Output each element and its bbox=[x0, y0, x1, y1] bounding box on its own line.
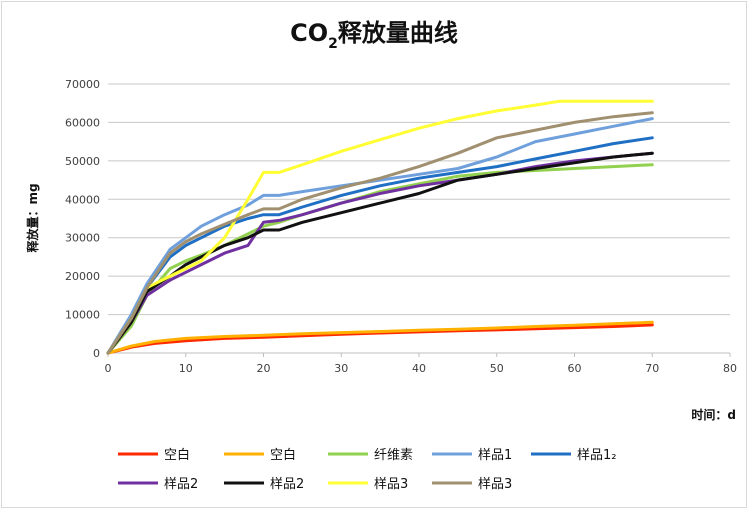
x-tick-label: 70 bbox=[645, 362, 659, 375]
chart-title-subscript: 2 bbox=[328, 36, 338, 52]
y-tick-label: 30000 bbox=[65, 232, 100, 245]
legend-item-4: 样品1 bbox=[432, 448, 512, 463]
legend-label: 样品3 bbox=[478, 477, 512, 492]
x-tick-labels: 0 10 20 30 40 50 60 70 80 bbox=[105, 353, 737, 375]
x-axis-label: 时间：d bbox=[691, 407, 736, 422]
x-tick-label: 30 bbox=[334, 362, 348, 375]
legend-label: 样品2 bbox=[270, 477, 304, 492]
series-line-2 bbox=[106, 320, 654, 355]
legend-item-8: 样品3 bbox=[328, 477, 408, 492]
x-tick-label: 10 bbox=[179, 362, 193, 375]
y-axis-label: 释放量：mg bbox=[25, 183, 40, 252]
legend-item-5: 样品1₂ bbox=[531, 448, 616, 463]
legend-label: 空白 bbox=[270, 447, 296, 463]
y-tick-labels: 0 10000 20000 30000 40000 50000 60000 70000 bbox=[65, 78, 100, 360]
legend-item-6: 样品2 bbox=[118, 477, 198, 492]
series-line-8 bbox=[106, 99, 654, 355]
legend: 空白 空白 纤维素 样品1 样品1₂ 样品2 样品2 样品3 样品3 bbox=[118, 447, 616, 492]
legend-label: 样品3 bbox=[374, 477, 408, 492]
legend-label: 纤维素 bbox=[374, 448, 413, 463]
legend-item-2: 空白 bbox=[224, 447, 296, 463]
series-line-6 bbox=[106, 151, 654, 355]
series-line-4 bbox=[106, 117, 654, 355]
x-tick-label: 80 bbox=[723, 362, 737, 375]
chart-title: CO2释放量曲线 bbox=[290, 19, 458, 52]
series-line-7 bbox=[106, 151, 654, 355]
series-line-5 bbox=[106, 136, 654, 355]
legend-label: 样品2 bbox=[164, 477, 198, 492]
y-tick-label: 40000 bbox=[65, 193, 100, 206]
x-tick-label: 20 bbox=[257, 362, 271, 375]
chart-title-rest: 释放量曲线 bbox=[338, 19, 458, 47]
legend-item-9: 样品3 bbox=[432, 477, 512, 492]
x-tick-label: 40 bbox=[412, 362, 426, 375]
legend-label: 样品1 bbox=[478, 448, 512, 463]
y-tick-label: 0 bbox=[93, 347, 100, 360]
chart-title-main: CO bbox=[290, 19, 328, 47]
y-tick-label: 20000 bbox=[65, 270, 100, 283]
series-line-9 bbox=[106, 111, 654, 355]
y-tick-label: 60000 bbox=[65, 116, 100, 129]
legend-label: 空白 bbox=[164, 447, 190, 463]
y-tick-label: 10000 bbox=[65, 309, 100, 322]
series-lines bbox=[106, 99, 654, 355]
y-tick-label: 70000 bbox=[65, 78, 100, 91]
legend-label: 样品1₂ bbox=[577, 448, 616, 463]
x-tick-label: 50 bbox=[490, 362, 504, 375]
x-tick-label: 0 bbox=[105, 362, 112, 375]
legend-item-3: 纤维素 bbox=[328, 448, 413, 463]
series-line-1 bbox=[106, 323, 654, 355]
y-tick-label: 50000 bbox=[65, 155, 100, 168]
grid-lines bbox=[108, 83, 730, 316]
x-tick-label: 60 bbox=[568, 362, 582, 375]
legend-item-1: 空白 bbox=[118, 447, 190, 463]
legend-item-7: 样品2 bbox=[224, 477, 304, 492]
